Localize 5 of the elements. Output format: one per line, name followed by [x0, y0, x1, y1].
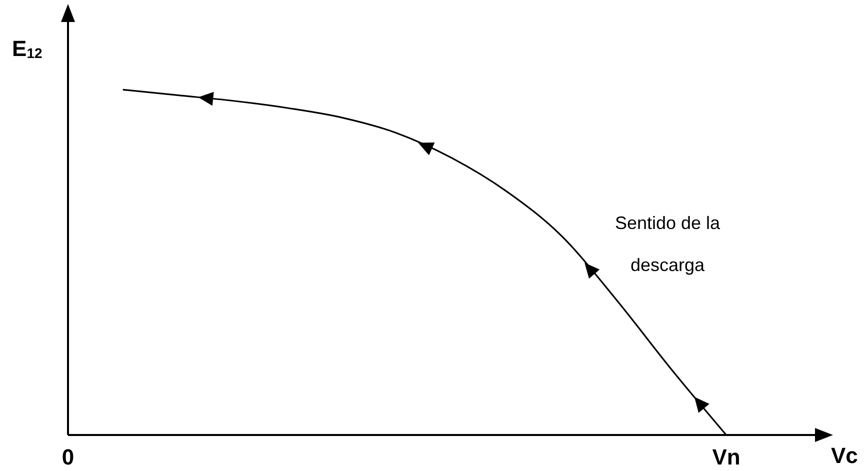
y-axis-title: E$_{12}$: [12, 36, 42, 61]
x-tick-label: 0: [62, 444, 74, 470]
x-tick-label: Vn: [712, 444, 740, 470]
text: Sentido de la descarga: [614, 213, 720, 275]
x-axis-title: Vc: [831, 443, 858, 469]
